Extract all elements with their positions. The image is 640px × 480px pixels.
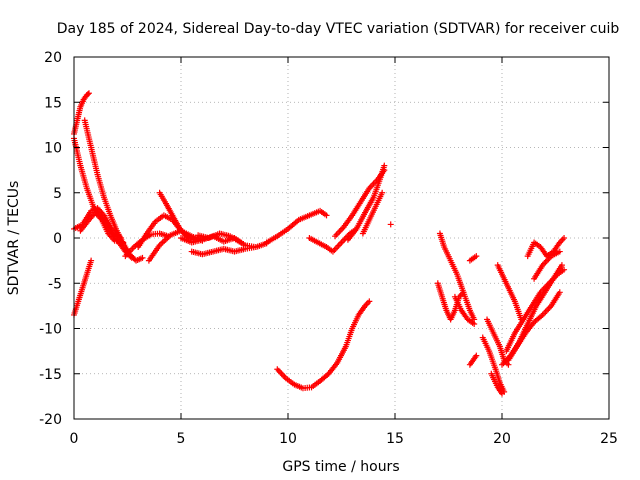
data-point [471,320,478,327]
y-tick-label: 0 [53,231,62,247]
data-point [237,239,244,246]
x-tick-label: 0 [70,431,79,447]
data-point [139,254,146,261]
y-axis-label: SDTVAR / TECUs [6,181,22,296]
x-axis-ticks: 0 5 10 15 20 25 [70,57,618,447]
chart-title: Day 185 of 2024, Sidereal Day-to-day VTE… [57,21,620,37]
data-point [366,298,373,305]
data-point [381,162,388,169]
data-point [518,316,525,323]
data-point [379,189,386,196]
data-point [387,221,394,228]
data-point [556,248,563,255]
data-point [473,253,480,260]
x-tick-label: 10 [279,431,297,447]
data-point [558,262,565,269]
y-tick-label: -20 [39,412,62,428]
data-point [561,235,568,241]
y-axis-ticks: -20 -15 -10 -5 0 5 10 15 20 [39,50,609,428]
x-tick-label: 5 [177,431,186,447]
y-tick-label: -5 [48,276,62,292]
y-tick-label: -10 [39,322,62,338]
y-tick-label: 5 [53,186,62,202]
data-point [556,289,563,296]
data-point [323,212,330,219]
data-points [71,90,568,397]
x-tick-label: 20 [493,431,511,447]
x-axis-label: GPS time / hours [282,459,399,475]
data-point [561,266,568,273]
y-tick-label: -15 [39,367,62,383]
data-point [88,257,95,264]
y-tick-label: 15 [44,95,62,111]
y-tick-label: 20 [44,50,62,66]
y-tick-label: 10 [44,141,62,157]
x-tick-label: 25 [600,431,618,447]
data-point [84,91,91,98]
data-point [85,90,92,97]
data-point [499,390,505,397]
data-point [473,352,480,359]
data-point [120,239,127,246]
grid-lines [74,57,609,419]
x-tick-label: 15 [386,431,404,447]
